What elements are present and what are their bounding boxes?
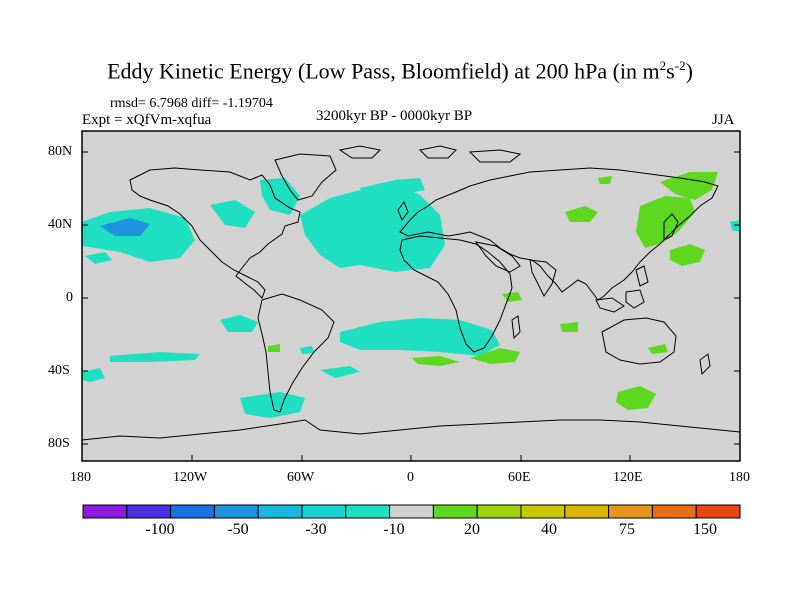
lon-label-180w: 180 xyxy=(70,470,91,485)
anomaly-negative-core-pacific xyxy=(100,218,150,236)
anomaly-negative-southern-ocean-a xyxy=(110,352,200,362)
anomaly-positive-tasman xyxy=(648,344,668,354)
colorbar-label: 40 xyxy=(541,521,557,538)
season-label: JJA xyxy=(712,112,735,128)
lon-label-120e: 120E xyxy=(613,470,643,485)
experiment-label: Expt = xQfVm-xqfua xyxy=(82,112,212,128)
anomaly-positive-small-1 xyxy=(268,344,280,352)
colorbar-swatch xyxy=(301,504,347,519)
lon-label-0: 0 xyxy=(407,470,414,485)
colorbar-label: -50 xyxy=(227,521,249,538)
map-title: Eddy Kinetic Energy (Low Pass, Bloomfiel… xyxy=(107,58,693,84)
lon-label-180e: 180 xyxy=(729,470,750,485)
anomaly-positive-north-pacific xyxy=(670,244,705,266)
lat-label-0: 0 xyxy=(66,290,73,305)
colorbar-swatch xyxy=(432,504,478,519)
colorbar-swatch xyxy=(651,504,697,519)
colorbar-swatch xyxy=(695,504,741,519)
colorbar-label: 20 xyxy=(464,521,480,538)
lat-label-80n: 80N xyxy=(48,144,73,159)
anomaly-positive-japan xyxy=(636,196,695,248)
colorbar-swatch xyxy=(345,504,391,519)
colorbar-swatch xyxy=(564,504,610,519)
anomaly-negative-north-atlantic xyxy=(300,185,445,272)
stats-line: rmsd= 6.7968 diff= -1.19704 xyxy=(110,96,273,111)
anomaly-negative-ross xyxy=(320,366,360,378)
colorbar-label: -30 xyxy=(305,521,327,538)
colorbar-swatch xyxy=(608,504,653,519)
anomaly-negative-north-america xyxy=(210,200,255,228)
lon-tick-marks xyxy=(81,455,741,461)
anomaly-positive-south-indian xyxy=(616,386,656,410)
lat-label-40s: 40S xyxy=(48,363,70,378)
lon-label-120w: 120W xyxy=(173,470,208,485)
anomaly-negative-east-pacific xyxy=(85,252,112,264)
colorbar-label: -100 xyxy=(145,521,175,538)
lon-label-60w: 60W xyxy=(287,470,315,485)
colorbar-label: 75 xyxy=(619,521,635,538)
lon-label-60e: 60E xyxy=(508,470,531,485)
colorbar-swatch xyxy=(257,504,303,519)
colorbar-swatch xyxy=(126,504,172,519)
lat-tick-marks xyxy=(82,151,740,445)
anomaly-positive-arctic xyxy=(598,176,612,184)
colorbar-label: 150 xyxy=(693,521,717,538)
anomaly-negative-small-1 xyxy=(300,346,314,354)
period-label: 3200kyr BP - 0000kyr BP xyxy=(316,108,473,124)
lat-label-40n: 40N xyxy=(48,217,73,232)
anomaly-positive-africa xyxy=(502,292,522,302)
anomaly-negative-europe xyxy=(360,178,425,198)
anomaly-positive-south-atlantic xyxy=(412,356,460,366)
colorbar-swatch xyxy=(170,504,215,519)
anomaly-positive-indian-ocean xyxy=(470,348,520,364)
anomaly-negative-greenland xyxy=(260,178,300,215)
colorbar-swatch xyxy=(82,504,128,519)
coastlines xyxy=(82,145,740,441)
anomaly-positive-kamchatka xyxy=(660,172,718,200)
colorbar-swatch xyxy=(389,504,434,519)
colorbar-swatch xyxy=(520,504,566,519)
anomaly-positive-central-asia xyxy=(565,206,598,222)
colorbar-swatch xyxy=(213,504,259,519)
colorbar-label: -10 xyxy=(383,521,405,538)
lat-label-80s: 80S xyxy=(48,436,70,451)
anomaly-negative-south-pacific xyxy=(220,315,258,332)
colorbar-swatch xyxy=(476,504,522,519)
colorbar xyxy=(82,504,741,519)
anomaly-negative-small-2 xyxy=(730,220,740,232)
anomaly-positive-small-2 xyxy=(560,322,578,332)
anomaly-fields xyxy=(82,172,740,418)
